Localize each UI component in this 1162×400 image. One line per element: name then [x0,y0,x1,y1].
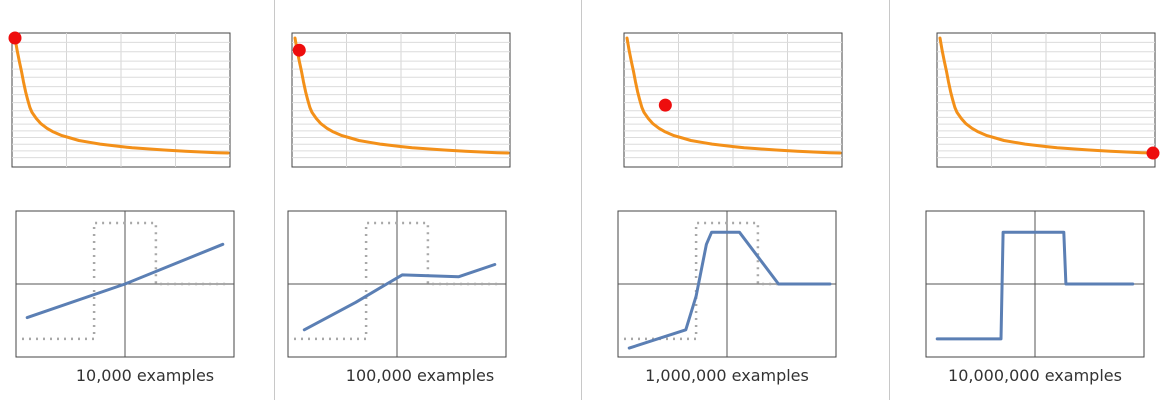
target-function [294,221,500,341]
target-function [624,221,830,341]
loss-chart [936,32,1160,168]
fit-chart [287,210,507,358]
progress-marker [292,43,306,57]
panel-1m: 1,000,000 examples [582,0,872,400]
panel-divider [889,0,890,400]
fitted-curve [25,242,225,320]
panel-caption: 10,000,000 examples [948,366,1122,385]
panel-10k: 10,000 examples [0,0,290,400]
fit-chart [617,210,837,358]
panel-10m: 10,000,000 examples [890,0,1162,400]
panel-divider [581,0,582,400]
target-function [22,221,228,341]
panel-caption: 10,000 examples [75,366,215,385]
progress-marker [1146,146,1160,160]
panel-100k: 100,000 examples [275,0,565,400]
progress-marker [8,31,22,45]
panel-caption: 1,000,000 examples [645,366,809,385]
loss-curve [293,36,510,155]
loss-chart [291,32,511,168]
loss-chart [623,32,843,168]
loss-chart [8,31,231,168]
progress-marker [658,98,672,112]
loss-curve [625,36,842,155]
fitted-curve [627,230,832,350]
panel-caption: 100,000 examples [345,366,495,385]
fit-chart [15,210,235,358]
fit-chart [925,210,1145,358]
loss-curve [938,36,1155,155]
fitted-curve [302,263,497,332]
panel-divider [274,0,275,400]
loss-curve [13,36,230,155]
fitted-curve [935,230,1135,341]
